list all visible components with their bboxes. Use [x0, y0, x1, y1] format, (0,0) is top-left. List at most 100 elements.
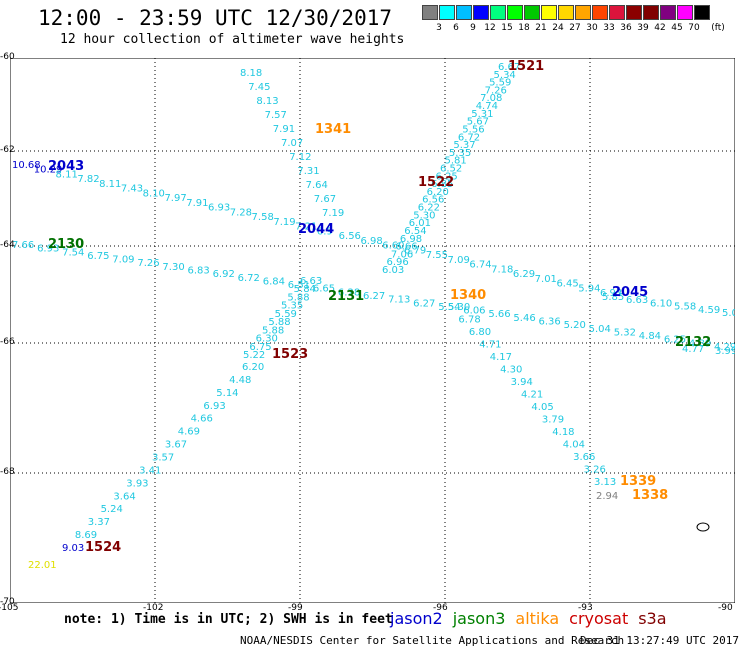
scale-label: 24	[552, 23, 564, 33]
swh-value: 3.64	[113, 491, 135, 502]
scale-unit: (ft)	[711, 23, 725, 33]
swh-value: 5.59	[489, 78, 511, 89]
swh-value: 7.57	[265, 110, 287, 121]
scale-label: 27	[569, 23, 581, 33]
swh-value: 3.41	[139, 465, 161, 476]
scale-swatch	[609, 5, 625, 20]
legend-cryosat: cryosat	[569, 609, 629, 628]
latitude-label: -66	[0, 337, 15, 347]
swh-value: 6.79	[404, 245, 426, 256]
swh-value: 3.93	[126, 478, 148, 489]
swh-value: 5.88	[287, 292, 309, 303]
scale-swatch	[592, 5, 608, 20]
swh-value: 5.32	[614, 327, 636, 338]
swh-value: 3.94	[511, 377, 533, 388]
swh-value: 6.63	[300, 276, 322, 287]
longitude-label: -90	[718, 603, 733, 613]
swh-value: 6.22	[418, 203, 440, 214]
swh-value: 6.92	[213, 269, 235, 280]
scale-label: 45	[671, 23, 683, 33]
map-subtitle: 12 hour collection of altimeter wave hei…	[60, 32, 405, 47]
swh-value: 7.01	[535, 274, 557, 285]
swh-value: 5.35	[281, 301, 303, 312]
swh-value: 6.98	[400, 234, 422, 245]
swh-value: 5.88	[268, 317, 290, 328]
legend-s3a: s3a	[638, 609, 667, 628]
footer-date: Dec 31 13:27:49 UTC 2017	[580, 634, 739, 647]
swh-value: 4.29	[714, 342, 735, 353]
legend-jason2: jason2	[390, 609, 443, 628]
track-time-label: 1523	[272, 347, 308, 362]
swh-value: 22.01	[28, 560, 57, 571]
track-time-label: 1521	[508, 59, 544, 74]
track-time-label: 2131	[328, 289, 364, 304]
swh-value: 6.96	[386, 257, 408, 268]
swh-value: 6.25	[436, 171, 458, 182]
swh-value: 6.85	[431, 179, 453, 190]
swh-value: 5.56	[462, 124, 484, 135]
scale-swatch	[660, 5, 676, 20]
longitude-label: -93	[578, 603, 593, 613]
swh-value: 3.79	[542, 415, 564, 426]
swh-value: 10.68	[12, 160, 41, 171]
note-text: note: 1) Time is in UTC; 2) SWH is in fe…	[64, 612, 393, 627]
swh-value: 6.52	[440, 164, 462, 175]
swh-value: 7.31	[297, 166, 319, 177]
swh-value: 7.09	[112, 255, 134, 266]
track-time-label: 2044	[298, 222, 334, 237]
track-time-label: 2132	[675, 335, 711, 350]
scale-swatch	[694, 5, 710, 20]
swh-value: 4.74	[476, 101, 498, 112]
scale-label: 18	[518, 23, 530, 33]
swh-value: 5.37	[453, 140, 475, 151]
swh-value: 6.66	[395, 242, 417, 253]
swh-value: 8.11	[99, 179, 121, 190]
swh-value: 7.28	[230, 207, 252, 218]
swh-value: 5.46	[513, 313, 535, 324]
swh-value: 4.89	[689, 338, 711, 349]
satellite-legend: jason2 jason3 altika cryosat s3a	[390, 609, 677, 628]
scale-label: 30	[586, 23, 598, 33]
swh-value: 5.88	[262, 325, 284, 336]
scale-label: 70	[688, 23, 700, 33]
swh-value: 4.30	[500, 365, 522, 376]
swh-value: 6.84	[263, 276, 285, 287]
swh-value: 6.10	[650, 298, 672, 309]
swh-value: 6.9	[317, 226, 333, 237]
swh-value: 3.37	[88, 517, 110, 528]
swh-value: 6.06	[463, 306, 485, 317]
scale-label: 15	[501, 23, 513, 33]
swh-value: 7.64	[306, 180, 328, 191]
swh-value: 5.31	[471, 109, 493, 120]
swh-value: 6.75	[249, 342, 271, 353]
swh-value: 5.22	[243, 350, 265, 361]
scale-label: 6	[453, 23, 459, 33]
swh-value: 7.97	[164, 193, 186, 204]
scale-swatch	[643, 5, 659, 20]
scale-label: 39	[637, 23, 649, 33]
track-time-label: 1341	[315, 122, 351, 137]
swh-value: 7.09	[448, 255, 470, 266]
track-time-label: 1524	[85, 540, 121, 555]
swh-value: 7.21	[295, 222, 317, 233]
swh-value: 6.27	[363, 291, 385, 302]
swh-value: 5.24	[101, 504, 123, 515]
swh-value: 5.84	[294, 284, 316, 295]
track-time-label: 2043	[48, 159, 84, 174]
scale-swatch	[473, 5, 489, 20]
swh-value: 4.05	[531, 402, 553, 413]
scale-swatch	[677, 5, 693, 20]
scale-swatch	[507, 5, 523, 20]
swh-value: 2.94	[596, 491, 618, 502]
swh-value: 6.56	[422, 195, 444, 206]
swh-value: 6.01	[409, 218, 431, 229]
swh-value: 5.04	[589, 324, 611, 335]
footer-credit: NOAA/NESDIS Center for Satellite Applica…	[240, 634, 625, 647]
scale-swatch	[541, 5, 557, 20]
scale-label: 12	[484, 23, 496, 33]
swh-value: 7.43	[121, 184, 143, 195]
swh-value: 6.74	[469, 260, 491, 271]
swh-value: 6.63	[626, 295, 648, 306]
swh-value: 5.20	[564, 320, 586, 331]
latitude-label: -64	[0, 240, 15, 250]
